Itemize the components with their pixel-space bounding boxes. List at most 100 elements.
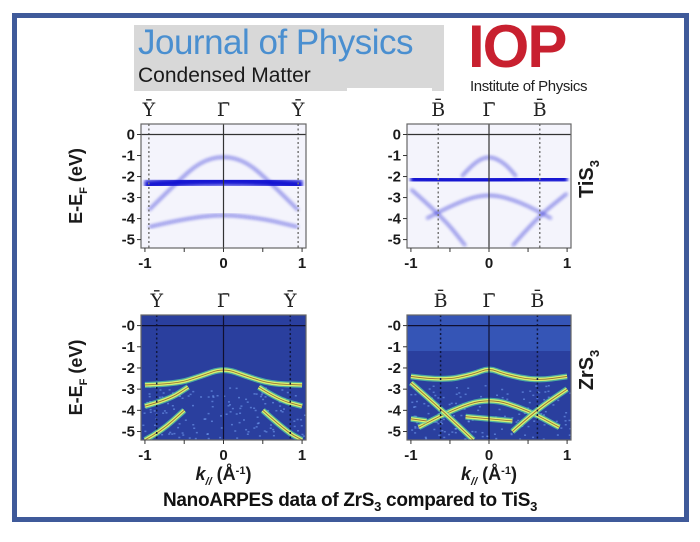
high-symmetry-label: Ȳ <box>291 98 305 121</box>
noise-speckle <box>501 396 504 399</box>
noise-speckle <box>542 414 545 416</box>
noise-speckle <box>451 431 454 433</box>
noise-speckle <box>187 395 190 397</box>
noise-speckle <box>414 393 417 396</box>
noise-speckle <box>169 431 172 434</box>
noise-speckle <box>463 408 466 410</box>
noise-speckle <box>231 407 234 410</box>
x-axis-label-k: k <box>196 464 207 484</box>
x-axis-label-k: k <box>461 464 472 484</box>
noise-speckle <box>535 385 538 387</box>
high-symmetry-label: Ȳ <box>283 289 297 312</box>
noise-speckle <box>211 400 214 403</box>
noise-speckle <box>557 399 560 402</box>
noise-speckle <box>442 396 445 399</box>
noise-speckle <box>245 428 248 431</box>
noise-speckle <box>189 393 192 396</box>
noise-speckle <box>206 433 209 435</box>
noise-speckle <box>523 412 526 415</box>
y-tick-label: -3 <box>388 190 401 207</box>
noise-speckle <box>234 430 237 432</box>
figure-frame <box>12 13 689 522</box>
noise-speckle <box>527 425 530 428</box>
high-symmetry-label: Γ̄ <box>217 290 230 312</box>
caption-text-1: NanoARPES data of ZrS <box>162 490 375 511</box>
noise-speckle <box>481 435 484 438</box>
band-line <box>511 192 568 247</box>
noise-speckle <box>300 424 303 427</box>
arpes-panel-bottom-right: B̄ Γ̄ B̄-0-1-2-3-4-5-1 0 1k// (Å-1)ZrS3 <box>388 289 602 488</box>
y-axis-label-part: (eV) <box>66 148 86 187</box>
noise-speckle <box>171 404 174 407</box>
noise-speckle <box>414 425 417 428</box>
noise-speckle <box>191 404 194 407</box>
noise-speckle <box>194 437 197 440</box>
noise-speckle <box>435 421 438 423</box>
noise-speckle <box>293 420 296 422</box>
noise-speckle <box>304 414 306 417</box>
noise-speckle <box>165 412 168 414</box>
noise-speckle <box>272 434 275 437</box>
noise-speckle <box>259 395 262 398</box>
noise-speckle <box>433 428 436 431</box>
noise-speckle <box>568 419 571 422</box>
noise-speckle <box>448 403 451 406</box>
noise-speckle <box>227 401 230 403</box>
x-axis-label-unit: (Å <box>212 464 236 484</box>
noise-speckle <box>498 408 501 411</box>
noise-speckle <box>195 431 198 434</box>
noise-speckle <box>569 427 571 430</box>
noise-speckle <box>464 438 467 440</box>
noise-speckle <box>517 419 520 422</box>
band-core <box>262 410 303 440</box>
x-tick-label: 0 <box>219 255 227 272</box>
noise-speckle <box>173 408 176 410</box>
noise-speckle <box>434 394 437 397</box>
band-core <box>410 418 427 422</box>
noise-speckle <box>225 413 228 416</box>
y-tick-label: -5 <box>122 232 135 249</box>
noise-speckle <box>536 397 539 399</box>
noise-speckle <box>171 433 174 435</box>
noise-speckle <box>161 396 164 398</box>
y-axis-label-sub: F <box>78 187 90 194</box>
noise-speckle <box>414 406 417 408</box>
noise-speckle <box>455 387 458 389</box>
noise-speckle <box>144 430 147 433</box>
noise-speckle <box>230 423 233 426</box>
x-tick-label: 1 <box>298 255 306 272</box>
noise-speckle <box>302 435 305 437</box>
noise-speckle <box>142 424 145 427</box>
noise-speckle <box>207 396 210 398</box>
noise-speckle <box>143 412 146 414</box>
noise-speckle <box>168 433 171 435</box>
noise-speckle <box>148 395 151 398</box>
noise-speckle <box>239 412 242 415</box>
noise-speckle <box>528 401 531 404</box>
band-line <box>147 155 300 212</box>
noise-speckle <box>521 391 524 393</box>
noise-speckle <box>246 401 249 403</box>
noise-speckle <box>460 414 463 417</box>
noise-speckle <box>510 432 513 435</box>
noise-speckle <box>569 392 571 394</box>
noise-speckle <box>432 391 435 394</box>
noise-speckle <box>188 437 191 439</box>
noise-speckle <box>568 434 571 436</box>
noise-speckle <box>269 427 272 429</box>
noise-speckle <box>471 430 474 433</box>
noise-speckle <box>184 419 187 421</box>
noise-speckle <box>511 417 514 419</box>
x-tick-label: 1 <box>298 447 306 464</box>
band-core <box>144 369 303 386</box>
noise-speckle <box>300 418 303 421</box>
noise-speckle <box>443 436 446 439</box>
high-symmetry-label: B̄ <box>533 98 547 121</box>
caption-sub-2: 3 <box>530 498 538 514</box>
noise-speckle <box>203 418 206 420</box>
noise-speckle <box>282 408 285 410</box>
band-line <box>410 188 467 247</box>
noise-speckle <box>441 429 444 432</box>
high-symmetry-label: Γ̄ <box>217 99 230 121</box>
noise-speckle <box>182 434 185 436</box>
